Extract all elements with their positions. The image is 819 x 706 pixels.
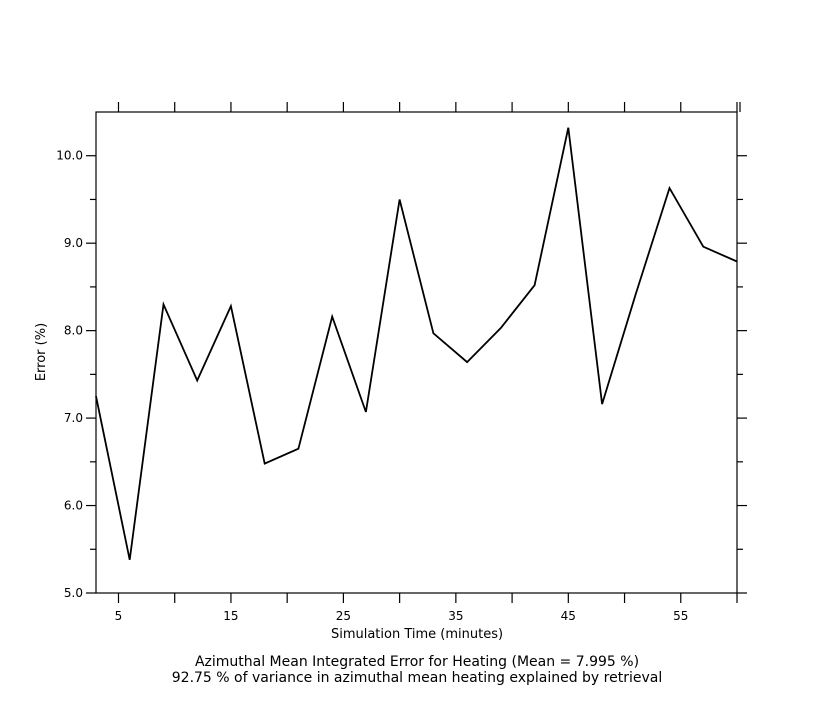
y-tick-label: 7.0 — [64, 411, 83, 425]
y-tick-label: 8.0 — [64, 324, 83, 338]
y-axis: 5.0 6.0 7.0 8.0 9.0 10.0 — [56, 149, 747, 600]
chart-subtitle: 92.75 % of variance in azimuthal mean he… — [172, 670, 663, 686]
x-axis-label: Simulation Time (minutes) — [331, 627, 503, 642]
x-tick-label: 55 — [673, 609, 688, 623]
chart-title: Azimuthal Mean Integrated Error for Heat… — [195, 654, 639, 670]
series-line-0 — [95, 127, 738, 560]
x-tick-label: 15 — [223, 609, 238, 623]
x-axis: 5 15 25 35 45 55 — [115, 102, 741, 623]
y-tick-label: 9.0 — [64, 236, 83, 250]
plot-frame-rect — [95, 111, 738, 594]
y-tick-label: 6.0 — [64, 499, 83, 513]
y-tick-label: 10.0 — [56, 149, 83, 163]
series-group — [95, 127, 738, 560]
plot-frame — [95, 111, 738, 594]
x-tick-label: 45 — [561, 609, 576, 623]
y-tick-label: 5.0 — [64, 586, 83, 600]
y-axis-label: Error (%) — [34, 323, 49, 381]
x-tick-label: 35 — [448, 609, 463, 623]
x-tick-label: 5 — [115, 609, 123, 623]
x-tick-label: 25 — [336, 609, 351, 623]
